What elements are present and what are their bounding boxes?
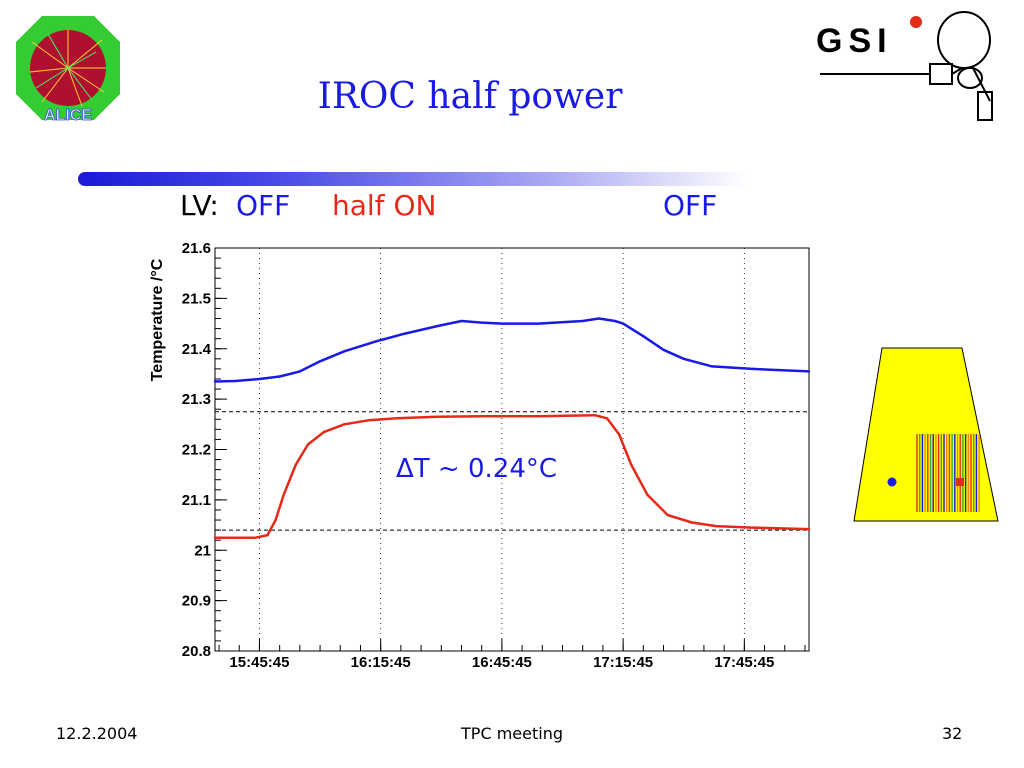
series-2-point — [617, 433, 621, 436]
plot-frame — [214, 247, 810, 652]
series-1-point — [436, 324, 439, 328]
series-2-point — [343, 423, 346, 426]
chamber-trapezoid — [853, 347, 999, 522]
series-2-point — [630, 463, 633, 466]
y-tick-label: 21.6 — [182, 240, 211, 257]
temperature-chart: 20.8 20.9 21 21.1 21.2 21.3 21.4 21.5 21.6 15:45… — [149, 240, 811, 671]
lv-label: LV: — [180, 189, 219, 222]
y-tick-label: 21.5 — [182, 290, 211, 307]
series-2-point — [367, 419, 370, 422]
series-2-point — [666, 513, 669, 517]
x-tick-label: 17:45:45 — [714, 654, 774, 671]
series-2-point — [436, 415, 439, 418]
y-tick-label: 21 — [194, 542, 211, 559]
footer-meeting-name: TPC meeting — [461, 724, 563, 743]
series-line-1 — [214, 317, 810, 383]
y-tick-label: 21.3 — [182, 391, 211, 408]
series-1-point — [460, 319, 463, 323]
lv-off-label-end: OFF — [663, 189, 718, 222]
series-1-point — [621, 322, 625, 325]
gsi-logo-dot — [910, 16, 922, 28]
y-axis-label: Temperature /°C — [149, 258, 166, 381]
series-2-point — [646, 493, 649, 497]
x-tick-label: 16:15:45 — [351, 654, 411, 671]
series-1-point — [403, 332, 407, 335]
series-2-point — [213, 536, 217, 539]
y-tick-label: 21.2 — [182, 442, 211, 459]
lv-half-on-label: half ON — [332, 189, 437, 222]
series-2-point — [605, 417, 609, 420]
series-1-point — [500, 322, 504, 325]
x-tick-label: 16:45:45 — [472, 654, 532, 671]
reference-lines — [215, 411, 809, 531]
series-1-point — [710, 365, 714, 368]
series-1-point — [613, 319, 617, 323]
gsi-logo: GSI — [816, 11, 993, 121]
gsi-logo-text: GSI — [816, 22, 893, 60]
alice-logo-text: ALICE — [44, 107, 92, 124]
y-tick-label: 21.4 — [182, 341, 212, 358]
series-2-point — [593, 414, 597, 417]
x-tick-label: 17:15:45 — [593, 654, 653, 671]
slide-title: IROC half power — [317, 76, 623, 117]
series-1-point — [375, 339, 378, 343]
series-1-point — [213, 380, 217, 383]
series-2-point — [274, 518, 277, 522]
series-1-point — [278, 375, 281, 378]
series-1-point — [642, 334, 645, 338]
sensor-lower-marker — [956, 478, 964, 486]
series-2-point — [306, 443, 310, 446]
series-2-point — [395, 417, 399, 420]
lv-off-label-start: OFF — [236, 189, 291, 222]
series-1-point — [682, 357, 685, 361]
y-axis: 20.8 20.9 21 21.1 21.2 21.3 21.4 21.5 21.6 — [182, 240, 227, 660]
series-2-point — [294, 463, 298, 466]
series-1-point — [318, 360, 322, 363]
series-2-point — [480, 415, 483, 418]
footer-date: 12.2.2004 — [56, 724, 138, 743]
series-2-point — [537, 415, 540, 418]
series-1-point — [751, 367, 754, 371]
slide-number: 32 — [942, 724, 963, 743]
series-2-point — [322, 430, 326, 434]
title-underline-bar — [78, 172, 748, 186]
y-tick-label: 21.1 — [182, 492, 211, 509]
x-tick-label: 15:45:45 — [229, 654, 289, 671]
series-1-point — [480, 321, 483, 324]
readout-chamber-diagram — [853, 347, 999, 522]
series-2-point — [690, 521, 694, 524]
y-tick-label: 20.8 — [182, 643, 211, 660]
series-1-point — [807, 370, 811, 373]
sensor-upper-marker — [887, 477, 897, 487]
series-1-point — [258, 377, 261, 381]
series-1-point — [298, 370, 302, 373]
series-1-point — [343, 350, 346, 353]
gsi-logo-accelerator — [820, 11, 993, 121]
series-layer — [213, 317, 811, 539]
series-2-point — [714, 524, 718, 528]
series-2-point — [751, 526, 754, 529]
series-2-point — [807, 527, 811, 531]
alice-logo: ALICE — [16, 16, 120, 124]
series-2-point — [254, 536, 257, 539]
delta-t-annotation: ΔT ~ 0.24°C — [396, 454, 557, 484]
x-axis: 15:45:45 16:15:45 16:45:45 17:15:45 17:45:45 — [218, 639, 806, 671]
series-1-point — [234, 379, 237, 383]
y-tick-label: 20.9 — [182, 593, 211, 610]
series-1-point — [597, 317, 601, 320]
series-1-point — [662, 348, 665, 351]
series-line-2 — [215, 413, 810, 539]
series-2-point — [282, 493, 285, 497]
series-1-point — [581, 319, 584, 323]
pad-rows — [916, 434, 980, 512]
series-2-point — [266, 533, 269, 537]
series-1-point — [537, 322, 540, 325]
x-grid — [259, 248, 745, 651]
